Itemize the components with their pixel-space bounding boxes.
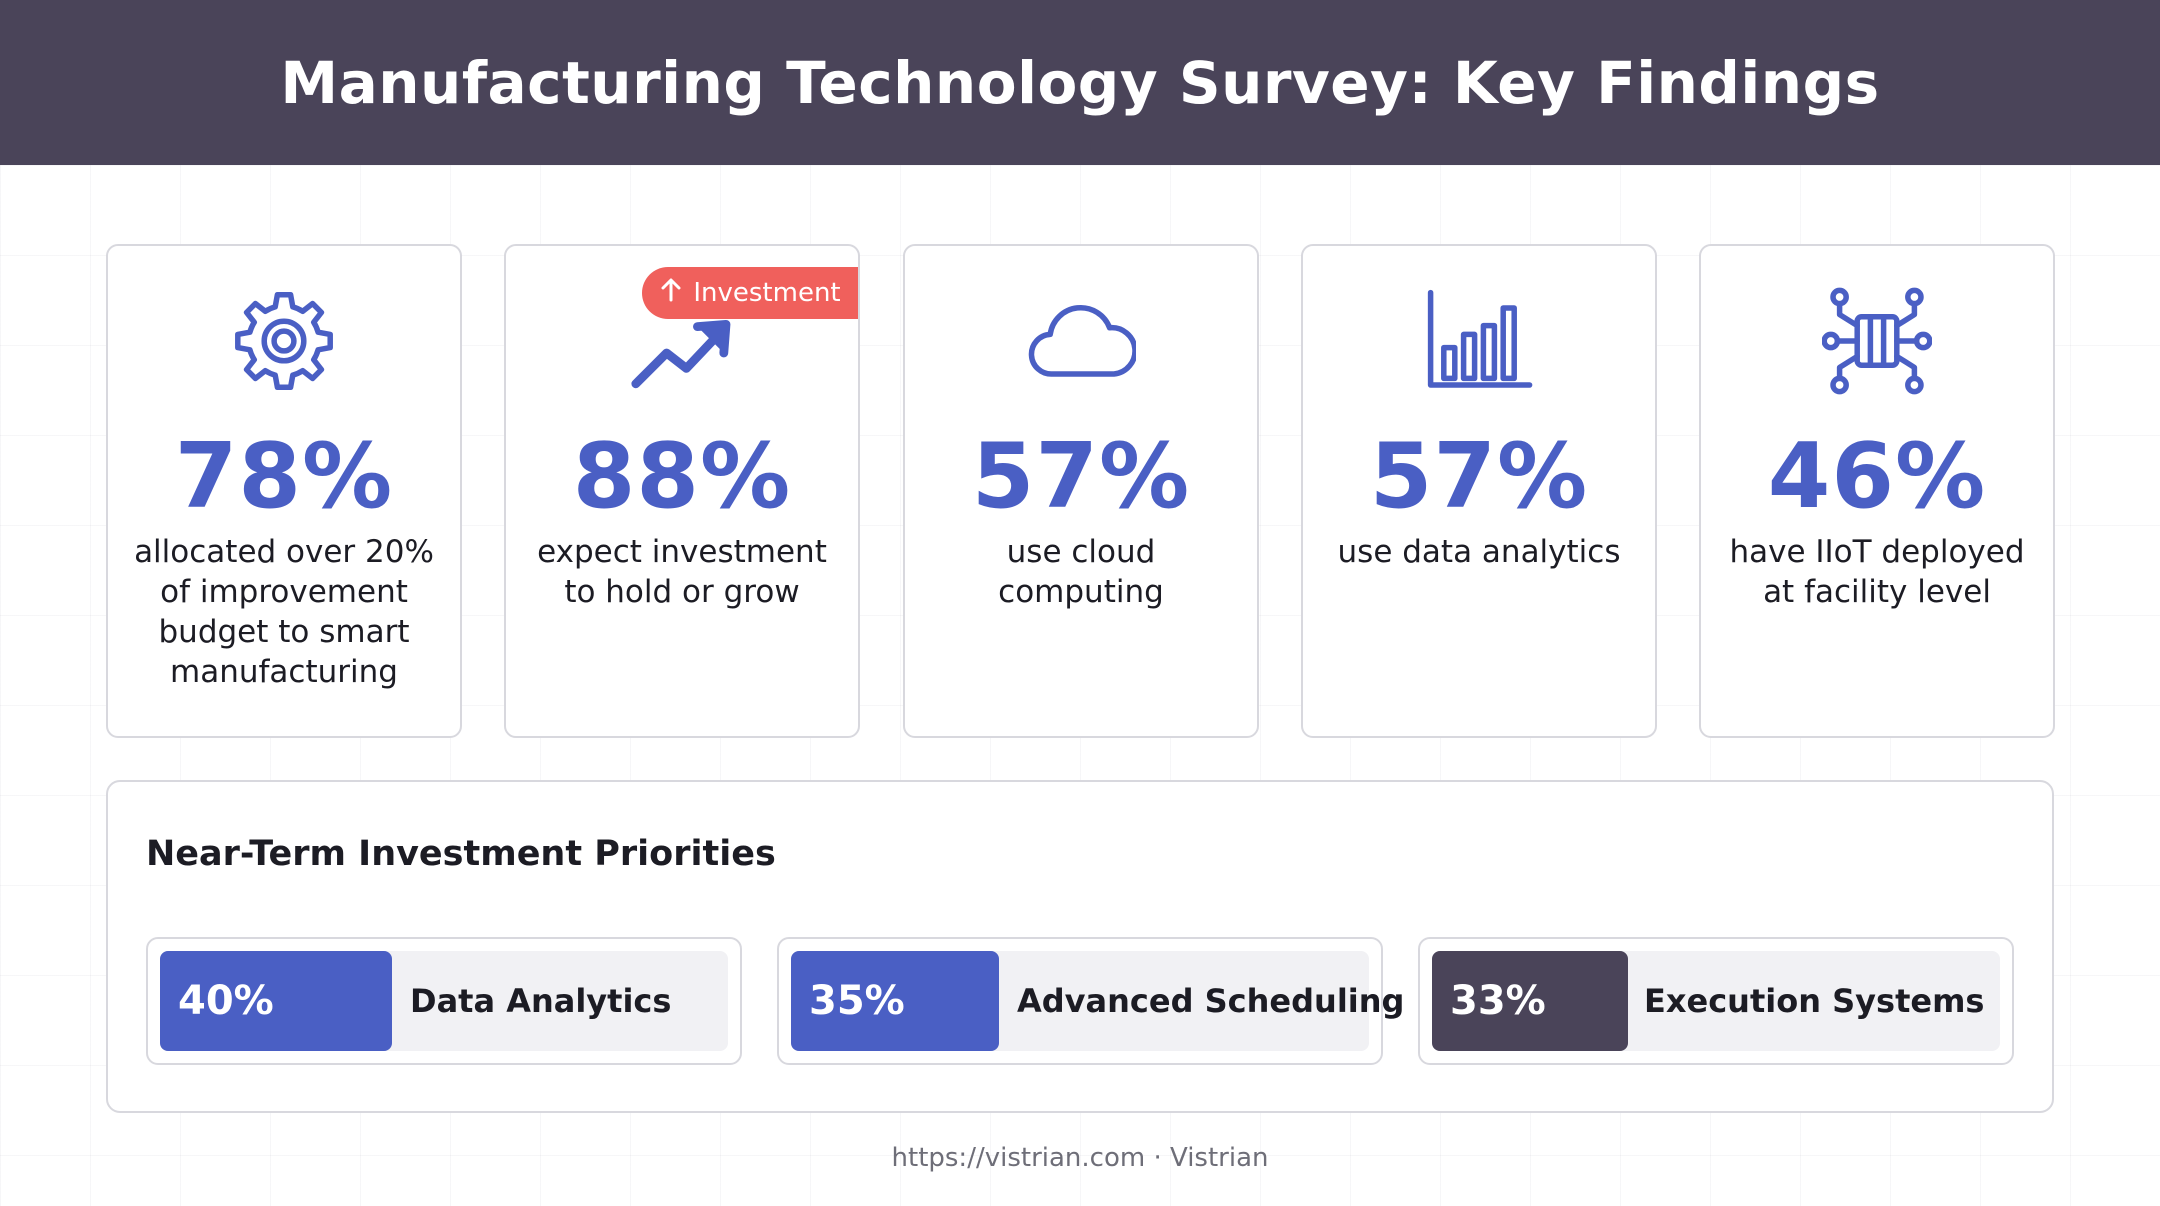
stat-card-iiot: 46% have IIoT deployed at facility level — [1699, 244, 2055, 738]
stat-value: 57% — [1369, 424, 1589, 529]
trend-up-icon — [627, 298, 737, 408]
priority-percent: 40% — [178, 978, 274, 1024]
priority-label: Execution Systems — [1644, 982, 1985, 1020]
stat-description: expect investment to hold or grow — [537, 534, 827, 610]
arrow-up-icon — [659, 277, 683, 310]
stat-value: 78% — [174, 424, 394, 529]
priority-percent: 33% — [1450, 978, 1546, 1024]
stat-card-analytics: 57% use data analytics — [1301, 244, 1657, 738]
priority-percent: 35% — [809, 978, 905, 1024]
page-title: Manufacturing Technology Survey: Key Fin… — [280, 48, 1880, 117]
badge-label: Investment — [693, 278, 841, 308]
stat-card-investment: Investment 88% expect investment to hold… — [504, 244, 860, 738]
stat-description: use data analytics — [1337, 534, 1621, 570]
priority-fill: 35% — [791, 951, 999, 1051]
priority-item-data-analytics: 40% Data Analytics — [146, 937, 742, 1065]
stat-description: have IIoT deployed at facility level — [1729, 534, 2025, 610]
investment-priorities-panel: Near-Term Investment Priorities 40% Data… — [106, 780, 2054, 1113]
stat-value: 88% — [572, 424, 792, 529]
stat-card-smart-manufacturing: 78% allocated over 20% of improvement bu… — [106, 244, 462, 738]
priorities-title: Near-Term Investment Priorities — [146, 834, 776, 874]
circuit-icon — [1822, 286, 1932, 396]
gear-icon — [229, 286, 339, 396]
priority-label: Data Analytics — [410, 982, 672, 1020]
page-header: Manufacturing Technology Survey: Key Fin… — [0, 0, 2160, 165]
priority-fill: 33% — [1432, 951, 1628, 1051]
bar-chart-icon — [1424, 286, 1534, 396]
stat-value: 46% — [1767, 424, 1987, 529]
stat-description: allocated over 20% of improvement budget… — [134, 534, 434, 690]
footer-source: https://vistrian.com · Vistrian — [891, 1143, 1269, 1173]
investment-badge: Investment — [642, 267, 858, 319]
stat-cards: 78% allocated over 20% of improvement bu… — [106, 244, 2055, 738]
priority-item-execution-systems: 33% Execution Systems — [1418, 937, 2014, 1065]
stat-description: use cloud computing — [998, 534, 1164, 610]
priority-item-advanced-scheduling: 35% Advanced Scheduling — [777, 937, 1404, 1065]
priority-label: Advanced Scheduling — [1017, 982, 1405, 1020]
priority-fill: 40% — [160, 951, 392, 1051]
cloud-icon — [1026, 286, 1136, 396]
stat-value: 57% — [971, 424, 1191, 529]
stat-card-cloud: 57% use cloud computing — [903, 244, 1259, 738]
